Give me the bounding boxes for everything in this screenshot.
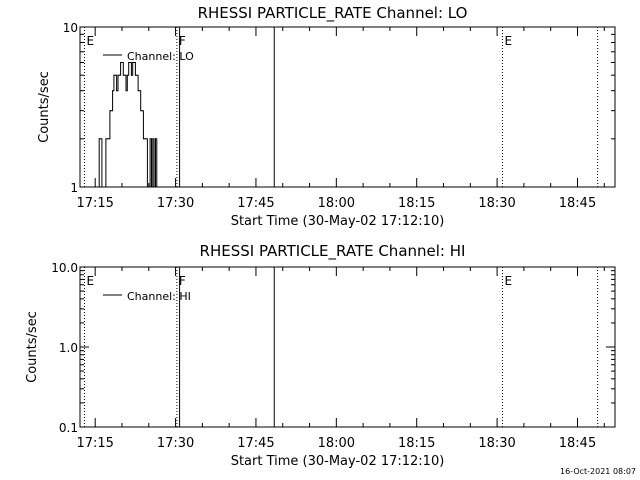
- data-point: [121, 61, 123, 63]
- x-tick-label: 18:00: [318, 196, 355, 211]
- data-point: [136, 74, 138, 76]
- data-point: [126, 74, 128, 76]
- data-point: [100, 138, 102, 140]
- x-tick-label: 18:00: [318, 436, 355, 451]
- data-point: [150, 186, 152, 188]
- data-point: [97, 186, 99, 188]
- data-point: [160, 186, 162, 188]
- data-point: [165, 186, 167, 188]
- data-point: [116, 90, 118, 92]
- data-point: [169, 186, 171, 188]
- data-point: [145, 138, 147, 140]
- data-point: [102, 186, 104, 188]
- data-point: [125, 90, 127, 92]
- data-point: [172, 186, 174, 188]
- x-tick-label: 17:15: [76, 436, 113, 451]
- event-marker-label: F: [179, 34, 186, 48]
- timestamp: 16-Oct-2021 08:07: [560, 467, 636, 476]
- data-point: [175, 186, 177, 188]
- data-point: [152, 138, 154, 140]
- x-tick-label: 17:15: [76, 196, 113, 211]
- data-point: [108, 138, 110, 140]
- data-point: [154, 138, 156, 140]
- event-marker-label: E: [504, 34, 512, 48]
- y-tick-label: 1: [70, 181, 78, 195]
- data-point: [129, 61, 131, 63]
- data-point: [141, 110, 143, 112]
- x-tick-label: 18:30: [478, 196, 515, 211]
- data-point: [110, 110, 112, 112]
- x-tick-label: 18:15: [398, 196, 435, 211]
- y-axis-label: Counts/sec: [37, 71, 52, 143]
- event-marker-label: E: [504, 274, 512, 288]
- x-tick-label: 17:30: [157, 436, 194, 451]
- y-tick-label: 10: [63, 21, 78, 35]
- data-point: [137, 90, 139, 92]
- data-point: [117, 74, 119, 76]
- data-point: [140, 110, 142, 112]
- data-point: [122, 74, 124, 76]
- event-marker-label: E: [86, 274, 94, 288]
- x-tick-label: 18:45: [559, 436, 596, 451]
- chart-title: RHESSI PARTICLE_RATE Channel: HI: [200, 242, 466, 261]
- y-tick-label: 0.1: [59, 421, 78, 435]
- data-point: [173, 186, 175, 188]
- x-tick-label: 18:45: [559, 196, 596, 211]
- data-point: [124, 74, 126, 76]
- x-tick-label: 18:30: [478, 436, 515, 451]
- y-tick-label: 1.0: [59, 341, 78, 355]
- data-point: [98, 138, 100, 140]
- x-axis-label: Start Time (30-May-02 17:12:10): [231, 214, 445, 229]
- event-marker-label: F: [179, 274, 186, 288]
- data-point: [156, 186, 158, 188]
- data-point: [128, 61, 130, 63]
- data-point: [114, 74, 116, 76]
- x-tick-label: 18:15: [398, 436, 435, 451]
- series-line: [97, 62, 176, 188]
- data-point: [142, 138, 144, 140]
- legend-label: Channel: HI: [127, 290, 191, 303]
- data-point: [171, 186, 173, 188]
- x-tick-label: 17:30: [157, 196, 194, 211]
- data-point: [134, 74, 136, 76]
- data-point: [168, 186, 170, 188]
- data-point: [132, 61, 134, 63]
- data-point: [101, 186, 103, 188]
- x-tick-label: 17:45: [237, 436, 274, 451]
- data-point: [112, 90, 114, 92]
- data-point: [148, 186, 150, 188]
- data-point: [106, 138, 108, 140]
- data-point: [130, 74, 132, 76]
- plot-frame: [79, 26, 616, 188]
- data-point: [133, 61, 135, 63]
- data-point: [104, 186, 106, 188]
- event-marker-label: E: [86, 34, 94, 48]
- data-point: [109, 110, 111, 112]
- x-axis-label: Start Time (30-May-02 17:12:10): [231, 454, 445, 469]
- data-point: [167, 186, 169, 188]
- chart-title: RHESSI PARTICLE_RATE Channel: LO: [198, 4, 468, 23]
- data-point: [120, 61, 122, 63]
- data-point: [138, 90, 140, 92]
- y-axis-label: Counts/sec: [25, 311, 40, 383]
- legend-label: Channel: LO: [127, 50, 194, 63]
- data-point: [118, 74, 120, 76]
- y-tick-label: 10.0: [51, 261, 78, 275]
- data-point: [149, 138, 151, 140]
- data-point: [158, 186, 160, 188]
- data-point: [163, 186, 165, 188]
- x-tick-label: 17:45: [237, 196, 274, 211]
- data-point: [161, 186, 163, 188]
- data-point: [113, 74, 115, 76]
- data-point: [144, 138, 146, 140]
- data-point: [105, 138, 107, 140]
- data-point: [164, 186, 166, 188]
- data-point: [157, 186, 159, 188]
- data-point: [153, 186, 155, 188]
- data-point: [146, 186, 148, 188]
